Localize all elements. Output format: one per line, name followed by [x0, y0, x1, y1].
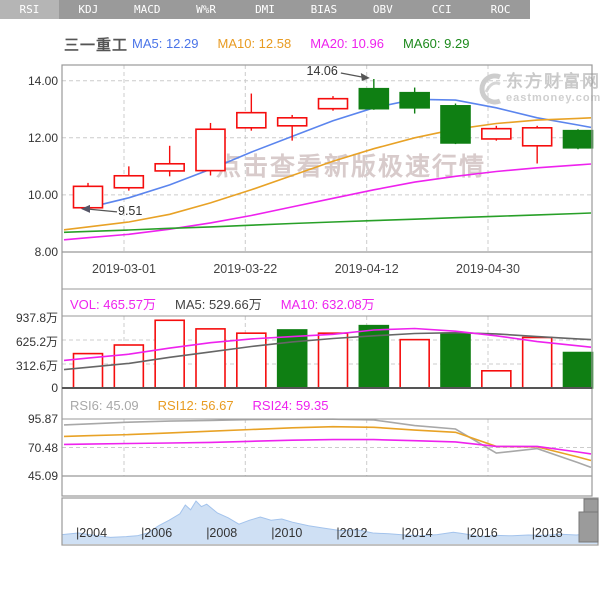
date-axis-label: 2019-04-12: [334, 262, 399, 276]
tab-obv[interactable]: OBV: [372, 3, 393, 16]
volume-legend-item: MA5: 529.66万: [175, 297, 262, 312]
tab-macd[interactable]: MACD: [133, 3, 161, 16]
volume-y-axis-label: 0: [51, 381, 58, 395]
price-high-annotation: 14.06: [306, 63, 338, 78]
timeline-year-label: |2008: [206, 526, 238, 540]
candle: [113, 174, 145, 189]
candle: [358, 87, 390, 110]
timeline-year-label: |2010: [271, 526, 303, 540]
volume-y-axis-label: 312.6万: [15, 359, 58, 373]
eastmoney-logo-cn: 东方财富网: [506, 72, 600, 91]
volume-legend: VOL: 465.57万 MA5: 529.66万 MA10: 632.08万: [70, 294, 375, 313]
timeline-year-label: |2012: [336, 526, 368, 540]
volume-bar: [154, 319, 185, 389]
ma-legend-item: MA60: 9.29: [402, 36, 470, 51]
price-y-axis-label: 8.00: [34, 245, 58, 259]
volume-bar: [276, 329, 308, 389]
date-axis-label: 2019-04-30: [456, 262, 520, 276]
line-series: [63, 331, 592, 371]
rsi-y-axis-label: 45.09: [27, 469, 58, 483]
eastmoney-logo: 东方财富网 eastmoney.com: [476, 72, 600, 106]
candle: [440, 105, 471, 144]
eastmoney-swoosh-icon: [479, 73, 501, 105]
candle: [481, 127, 512, 140]
tab-kdj[interactable]: KDJ: [78, 3, 99, 16]
price-y-axis-label: 12.00: [27, 130, 58, 145]
tab-rsi[interactable]: RSI: [0, 0, 59, 19]
tab-cci[interactable]: CCI: [431, 3, 452, 16]
candle: [154, 162, 185, 172]
date-axis-label: 2019-03-22: [213, 262, 278, 276]
indicator-tab-bar: RSI KDJ MACD W%R DMI BIAS OBV CCI ROC: [0, 0, 530, 19]
page-title: 三一重工: [64, 37, 129, 54]
line-series: [87, 98, 592, 209]
rsi-y-axis-label: 70.48: [27, 440, 58, 455]
candle: [317, 97, 349, 110]
ma-legend-item: MA20: 10.96: [310, 36, 384, 51]
rsi-chart-area[interactable]: [62, 419, 592, 476]
rsi-legend: RSI6: 45.09 RSI12: 56.67 RSI24: 59.35: [70, 398, 328, 413]
ma-legend-item: MA10: 12.58: [217, 36, 292, 51]
navigator-handle[interactable]: [579, 499, 598, 542]
candle: [521, 127, 553, 147]
volume-y-axis-label: 937.8万: [15, 311, 58, 325]
timeline-year-label: |2006: [141, 526, 173, 540]
price-chart-area[interactable]: [62, 65, 592, 252]
timeline-area: [62, 501, 598, 544]
volume-bar: [562, 351, 594, 389]
line-series: [63, 438, 592, 455]
rsi-legend-item: RSI6: 45.09: [70, 398, 139, 413]
timeline-navigator-area[interactable]: [62, 498, 598, 545]
timeline-year-label: |2014: [401, 526, 433, 540]
navigator-handle-main[interactable]: [578, 511, 599, 543]
line-series: [63, 327, 592, 362]
volume-bar: [440, 332, 471, 389]
tab-bias[interactable]: BIAS: [310, 3, 338, 16]
candle: [195, 128, 226, 172]
tab-dmi[interactable]: DMI: [255, 3, 275, 16]
ma-legend-item: MA5: 12.29: [132, 36, 199, 51]
rsi-legend-item: RSI24: 59.35: [252, 398, 329, 413]
line-series: [63, 212, 592, 234]
volume-legend-item: MA10: 632.08万: [280, 297, 375, 312]
line-series: [63, 163, 592, 241]
tab-roc[interactable]: ROC: [490, 3, 511, 16]
candle: [399, 91, 430, 109]
line-series: [63, 117, 592, 231]
timeline-line: [61, 500, 599, 538]
watermark-text: 点击查看新版极速行情: [216, 153, 487, 181]
volume-bar: [521, 336, 553, 389]
price-low-annotation: 9.51: [118, 203, 143, 218]
volume-chart-area[interactable]: [62, 316, 592, 388]
price-y-axis-label: 10.00: [27, 187, 58, 202]
volume-y-axis-label: 625.2万: [15, 335, 58, 349]
timeline-year-label: |2004: [76, 526, 108, 540]
volume-bar: [236, 332, 267, 389]
ma-legend: MA5: 12.29 MA10: 12.58 MA20: 10.96 MA60: 9.…: [132, 36, 469, 51]
candle: [276, 117, 308, 127]
candle: [236, 111, 267, 129]
timeline-year-label: |2016: [466, 526, 498, 540]
date-axis-label: 2019-03-01: [92, 262, 156, 276]
tab-wr[interactable]: W%R: [196, 3, 217, 16]
volume-bar: [195, 328, 226, 389]
timeline-year-label: |2018: [531, 526, 563, 540]
volume-legend-item: VOL: 465.57万: [70, 297, 156, 312]
eastmoney-logo-en: eastmoney.com: [506, 92, 600, 104]
rsi-y-axis-label: 95.87: [27, 412, 58, 426]
price-y-axis-label: 14.00: [27, 73, 58, 88]
rsi-legend-item: RSI12: 56.67: [157, 398, 234, 413]
